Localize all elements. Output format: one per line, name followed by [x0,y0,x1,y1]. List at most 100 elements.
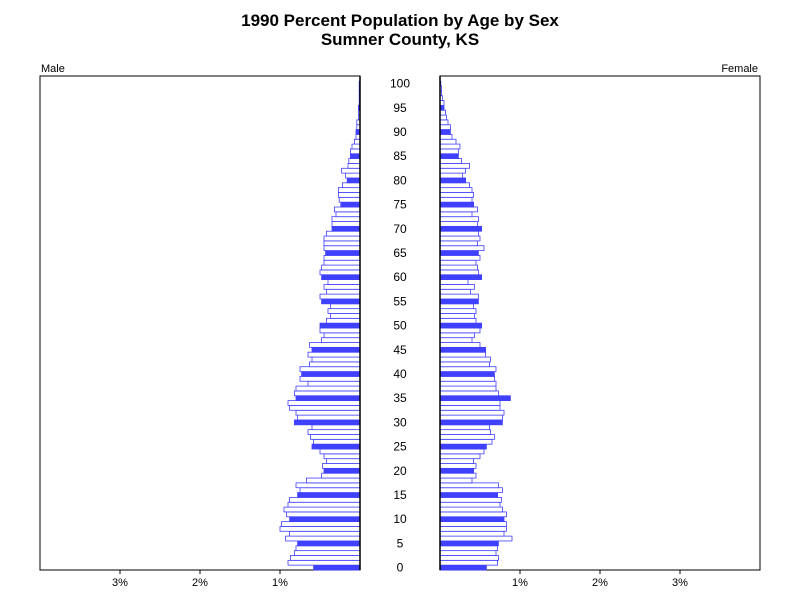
female-bar-age-86 [439,148,459,155]
female-bar-age-78 [439,187,473,193]
male-bar-age-77 [337,192,361,198]
age-label-15: 15 [393,488,407,502]
female-bar-age-62 [439,264,478,271]
female-bar-age-85 [439,153,459,159]
female-bar-age-94 [439,109,446,116]
male-bar-age-0 [313,564,361,571]
male-bar-age-64 [323,254,361,261]
male-bar-age-59 [327,279,361,285]
male-bar-age-86 [349,148,361,155]
female-bar-age-30 [439,419,503,426]
male-bar-age-65 [325,250,361,256]
female-bar-age-51 [439,317,477,324]
age-label-75: 75 [393,198,407,212]
male-bar-age-37 [295,385,361,392]
female-bar-age-42 [439,361,490,368]
female-bar-age-37 [439,385,497,392]
male-bar-age-38 [307,380,361,387]
female-bar-age-64 [439,254,481,261]
female-bar-age-67 [439,240,478,247]
female-bar-age-21 [439,463,477,469]
male-bar-age-75 [340,201,361,208]
female-bar-age-38 [439,380,497,387]
male-bar-age-41 [299,366,361,372]
male-tick-label-2: 2% [192,577,208,589]
female-bar-age-93 [439,114,447,121]
female-bar-age-57 [439,288,471,295]
female-bar-age-0 [439,564,487,571]
male-bar-age-60 [321,274,361,281]
male-bar-age-26 [313,438,361,445]
female-bar-age-47 [439,337,473,343]
female-bar-age-70 [439,225,482,232]
female-tick-label-3: 3% [672,577,688,589]
female-bar-age-18 [439,477,473,484]
male-bar-age-43 [311,356,361,363]
female-bar-age-65 [439,250,479,256]
female-bar-age-45 [439,346,486,353]
male-bar-age-45 [311,346,361,353]
female-bar-age-35 [439,395,511,402]
female-bar-age-26 [439,438,493,445]
female-bar-age-55 [439,298,479,305]
female-bar-age-73 [439,211,473,218]
male-bar-age-49 [319,327,361,334]
female-bar-age-58 [439,284,475,290]
female-bar-age-53 [439,308,477,314]
female-bar-age-28 [439,429,491,435]
male-bar-age-3 [293,550,361,556]
age-label-45: 45 [393,343,407,357]
female-bar-age-11 [439,511,507,518]
male-bar-age-80 [346,177,361,184]
male-bar-age-83 [347,163,361,169]
age-label-25: 25 [393,440,407,454]
female-bar-age-68 [439,235,481,242]
male-bar-age-79 [341,182,361,189]
female-bar-age-20 [439,467,474,474]
male-bar-age-53 [327,308,361,314]
female-bar-age-23 [439,453,481,460]
x-axis-ticks: 1% 1% 2% 2% 3% 3% [112,570,688,589]
male-bar-age-39 [299,375,361,382]
male-bar-age-4 [295,545,361,552]
male-bar-age-82 [341,167,361,174]
male-bar-age-24 [319,448,361,455]
male-bar-age-17 [295,482,361,489]
female-bar-age-8 [439,526,507,532]
female-bar-age-43 [439,356,491,363]
male-bar-age-2 [289,555,361,561]
male-bar-age-44 [307,351,361,358]
age-label-65: 65 [393,246,407,260]
age-label-55: 55 [393,294,407,308]
male-bar-age-34 [287,400,361,406]
female-bar-age-75 [439,201,474,208]
age-label-10: 10 [393,512,407,526]
female-bar-age-2 [439,555,499,561]
female-bar-age-24 [439,448,485,455]
male-bar-age-32 [295,409,361,416]
male-bar-age-56 [319,293,361,300]
female-bar-age-92 [439,119,449,126]
female-tick-label-1: 1% [512,577,528,589]
female-bar-age-63 [439,259,477,266]
male-bar-age-61 [319,269,361,276]
male-bar-age-6 [285,535,361,542]
chart-subtitle: Sumner County, KS [321,30,479,49]
female-bar-age-46 [439,342,481,348]
male-bar-age-72 [331,216,361,222]
age-label-80: 80 [393,173,407,187]
male-bar-age-68 [323,235,361,242]
female-bar-age-1 [439,559,498,566]
male-bar-age-70 [331,225,361,232]
female-bar-age-19 [439,472,477,479]
male-bar-age-40 [301,371,361,377]
female-bar-age-89 [439,133,453,140]
male-panel-label: Male [41,63,65,75]
male-bar-age-57 [325,288,361,295]
female-bar-age-41 [439,366,497,372]
female-bar-age-72 [439,216,479,222]
female-bar-age-39 [439,375,495,382]
male-bar-age-30 [293,419,361,426]
male-bar-age-48 [323,332,361,339]
female-bar-age-66 [439,245,485,251]
